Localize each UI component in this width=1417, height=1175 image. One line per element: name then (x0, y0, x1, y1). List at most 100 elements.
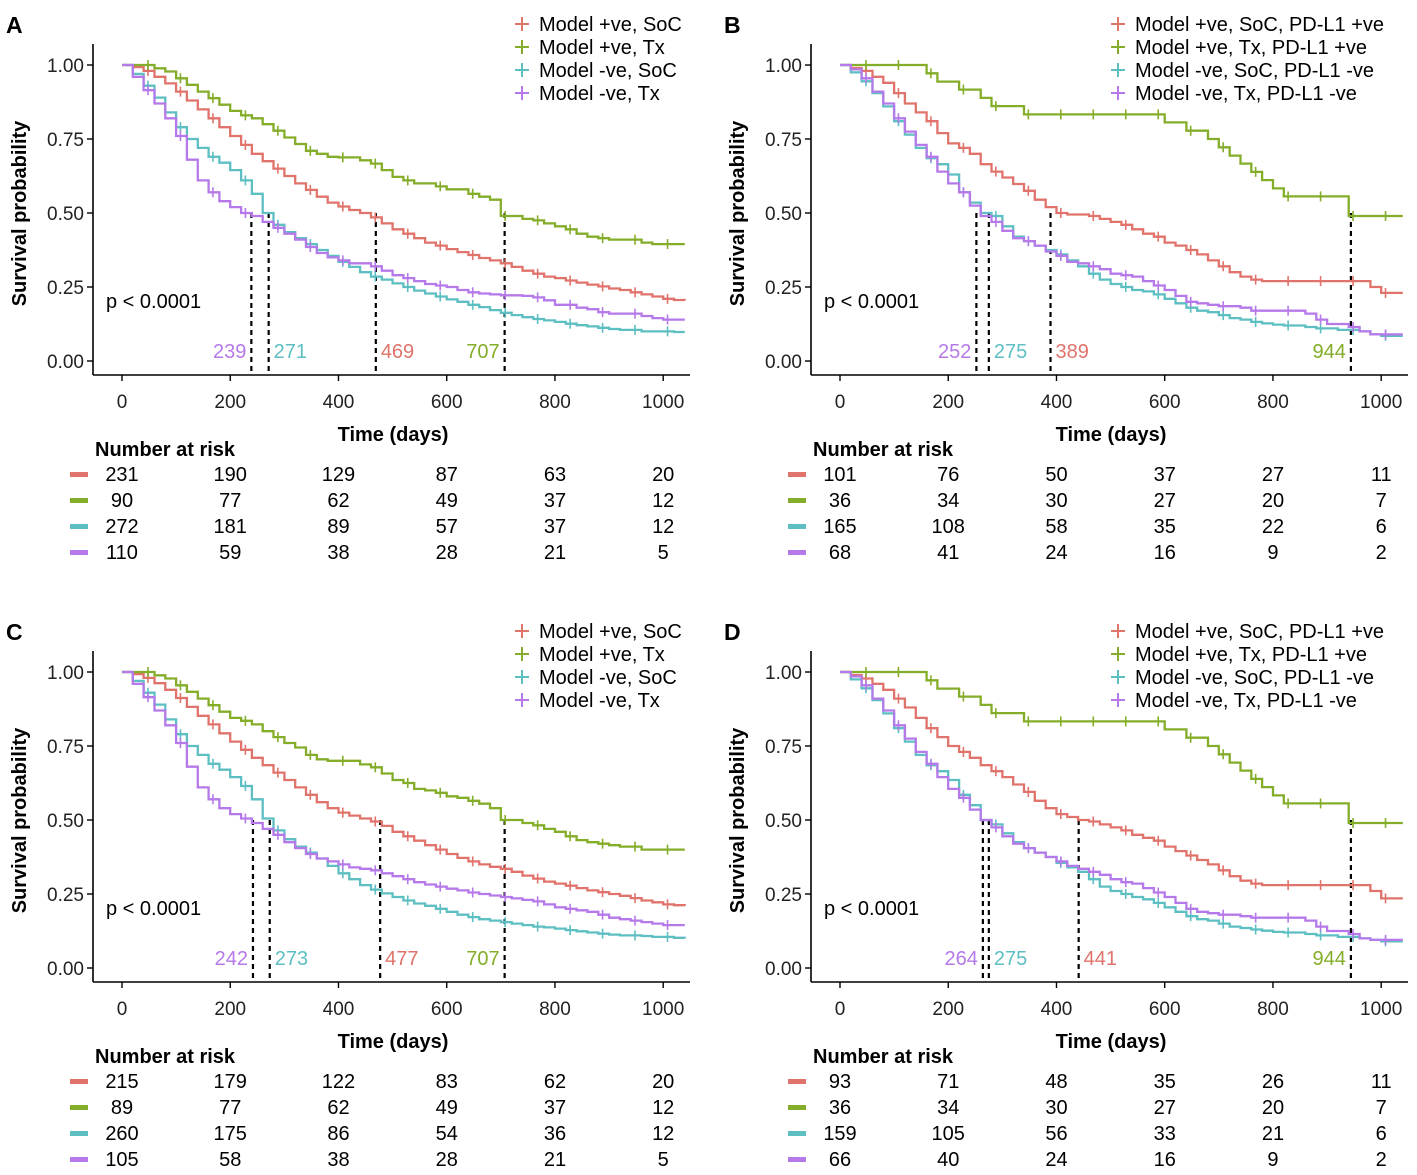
x-axis-title: Time (days) (338, 1031, 449, 1053)
y-tick-label: 0.25 (47, 885, 84, 906)
x-axis-title: Time (days) (1056, 424, 1167, 446)
risk-count: 28 (436, 542, 458, 564)
risk-count: 49 (436, 490, 458, 512)
survival-curve-1 (122, 63, 686, 302)
risk-count: 24 (1045, 1149, 1067, 1171)
risk-count: 89 (111, 1097, 133, 1119)
risk-count: 12 (652, 490, 674, 512)
survival-curve-3 (122, 63, 685, 334)
median-label: 252 (938, 341, 971, 363)
risk-count: 129 (322, 464, 355, 486)
y-tick-label: 0.25 (47, 278, 84, 299)
survival-curve-3 (840, 63, 1403, 337)
x-tick-label: 400 (323, 999, 355, 1020)
risk-count: 16 (1154, 1149, 1176, 1171)
risk-count: 83 (436, 1071, 458, 1093)
panel-letter: C (6, 619, 23, 645)
legend-entry: Model +ve, SoC (539, 14, 682, 36)
risk-count: 190 (214, 464, 247, 486)
p-value: p < 0.0001 (106, 291, 201, 313)
risk-count: 5 (658, 1149, 669, 1171)
legend-entry: Model -ve, Tx, PD-L1 -ve (1135, 690, 1357, 712)
risk-count: 21 (544, 542, 566, 564)
y-axis-title: Survival probability (727, 727, 749, 913)
legend-entry: Model -ve, SoC, PD-L1 -ve (1135, 667, 1374, 689)
risk-count: 179 (214, 1071, 247, 1093)
y-tick-label: 0.00 (47, 959, 84, 980)
median-label: 944 (1313, 341, 1346, 363)
legend-entry: Model +ve, SoC, PD-L1 +ve (1135, 14, 1384, 36)
y-tick-label: 0.00 (765, 959, 802, 980)
risk-row-key (70, 498, 88, 503)
risk-row-key (70, 1157, 88, 1162)
risk-row-key (70, 1105, 88, 1110)
x-tick-label: 400 (1041, 999, 1073, 1020)
median-label: 264 (945, 948, 978, 970)
survival-curve-4 (122, 670, 685, 927)
legend-entry: Model -ve, SoC (539, 667, 677, 689)
risk-count: 165 (823, 516, 856, 538)
risk-count: 34 (937, 1097, 959, 1119)
risk-count: 33 (1154, 1123, 1176, 1145)
legend-entry: Model +ve, Tx (539, 644, 665, 666)
risk-row-key (788, 524, 806, 529)
y-tick-label: 0.50 (765, 204, 802, 225)
risk-count: 260 (105, 1123, 138, 1145)
risk-count: 5 (658, 542, 669, 564)
median-label: 275 (994, 948, 1027, 970)
legend-entry: Model +ve, SoC (539, 621, 682, 643)
risk-count: 22 (1262, 516, 1284, 538)
risk-count: 77 (219, 1097, 241, 1119)
survival-curve-2 (122, 670, 685, 851)
risk-count: 59 (219, 542, 241, 564)
risk-count: 93 (829, 1071, 851, 1093)
y-tick-label: 0.75 (765, 130, 802, 151)
x-tick-label: 1000 (642, 392, 684, 413)
y-tick-label: 1.00 (47, 56, 84, 77)
risk-count: 7 (1376, 490, 1387, 512)
x-tick-label: 600 (431, 999, 463, 1020)
risk-count: 35 (1154, 516, 1176, 538)
risk-count: 71 (937, 1071, 959, 1093)
risk-count: 11 (1371, 464, 1392, 486)
risk-count: 21 (544, 1149, 566, 1171)
risk-count: 76 (937, 464, 959, 486)
y-tick-label: 1.00 (47, 663, 84, 684)
risk-count: 9 (1267, 542, 1278, 564)
risk-count: 12 (652, 1123, 674, 1145)
risk-count: 105 (932, 1123, 965, 1145)
risk-count: 30 (1045, 490, 1067, 512)
risk-count: 57 (436, 516, 458, 538)
x-tick-label: 1000 (642, 999, 684, 1020)
risk-count: 20 (1262, 490, 1284, 512)
median-label: 239 (213, 341, 246, 363)
survival-curve-1 (122, 670, 686, 907)
median-label: 477 (385, 948, 418, 970)
x-tick-label: 0 (117, 392, 128, 413)
median-label: 242 (215, 948, 248, 970)
risk-count: 89 (327, 516, 349, 538)
risk-count: 11 (1371, 1071, 1392, 1093)
risk-count: 35 (1154, 1071, 1176, 1093)
legend-entry: Model -ve, Tx (539, 83, 660, 105)
x-tick-label: 0 (117, 999, 128, 1020)
risk-count: 231 (105, 464, 138, 486)
risk-row-key (788, 1105, 806, 1110)
risk-count: 6 (1376, 516, 1387, 538)
survival-curve-2 (122, 63, 685, 246)
survival-curve-4 (122, 63, 685, 321)
risk-count: 58 (1045, 516, 1067, 538)
risk-count: 36 (544, 1123, 566, 1145)
risk-count: 24 (1045, 542, 1067, 564)
survival-curve-3 (840, 670, 1403, 943)
y-tick-label: 0.75 (765, 737, 802, 758)
risk-row-key (70, 1079, 88, 1084)
risk-count: 77 (219, 490, 241, 512)
y-tick-label: 0.75 (47, 130, 84, 151)
legend-entry: Model +ve, Tx (539, 37, 665, 59)
risk-count: 27 (1154, 1097, 1176, 1119)
p-value: p < 0.0001 (824, 291, 919, 313)
risk-count: 272 (105, 516, 138, 538)
x-tick-label: 600 (1149, 999, 1181, 1020)
panel-B: B 0.00 0.25 0.50 0.75 1.00 0 200 400 600 800 1000 Ti… (724, 12, 1408, 564)
